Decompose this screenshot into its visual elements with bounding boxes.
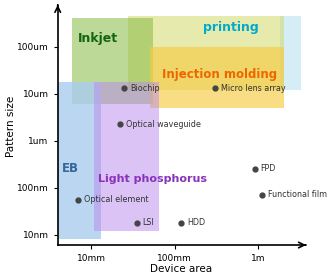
Text: Injection molding: Injection molding bbox=[162, 68, 277, 81]
Text: Functional film: Functional film bbox=[268, 190, 327, 199]
Polygon shape bbox=[150, 46, 284, 108]
Y-axis label: Pattern size: Pattern size bbox=[6, 95, 16, 157]
Text: Biochip: Biochip bbox=[130, 84, 160, 93]
Text: Micro lens array: Micro lens array bbox=[221, 84, 285, 93]
Polygon shape bbox=[280, 16, 301, 90]
Text: Optical element: Optical element bbox=[84, 195, 149, 204]
Text: Inkjet: Inkjet bbox=[78, 32, 118, 45]
X-axis label: Device area: Device area bbox=[150, 264, 212, 274]
Text: Optical waveguide: Optical waveguide bbox=[126, 120, 201, 129]
Text: Light phosphorus: Light phosphorus bbox=[98, 174, 207, 184]
Text: FPD: FPD bbox=[260, 164, 276, 173]
Text: LSI: LSI bbox=[143, 218, 154, 227]
Polygon shape bbox=[94, 81, 159, 231]
Polygon shape bbox=[58, 81, 101, 239]
Text: HDD: HDD bbox=[187, 218, 206, 227]
Text: EB: EB bbox=[62, 162, 79, 175]
Polygon shape bbox=[72, 18, 153, 104]
Text: printing: printing bbox=[203, 21, 259, 34]
Polygon shape bbox=[128, 16, 284, 90]
